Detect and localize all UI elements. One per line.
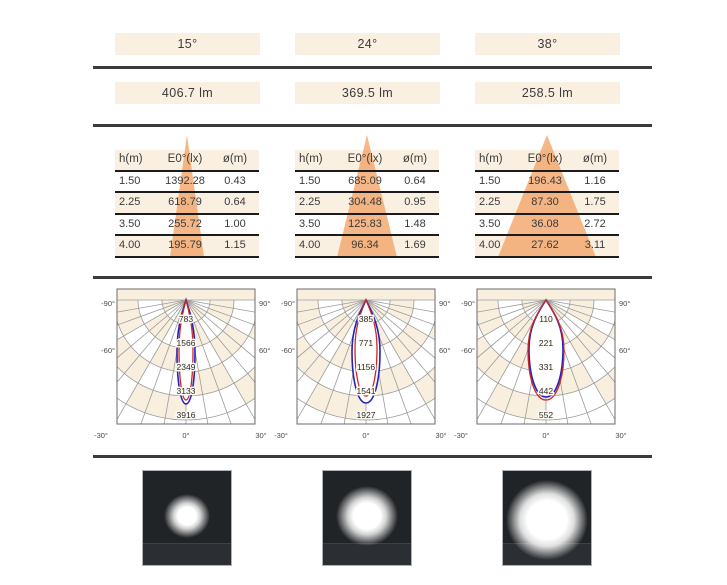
- illuminance-table-24: h(m) E0°(lx) ø(m) 1.50 685.09 0.64 2.25 …: [295, 150, 439, 258]
- ring-value-label: 110: [539, 314, 553, 324]
- table-row: 1.50 685.09 0.64: [295, 172, 439, 193]
- angle-tick-label: 90°: [439, 299, 450, 308]
- angle-tick-label: 90°: [259, 299, 270, 308]
- ring-value-label: 771: [359, 338, 373, 348]
- polar-diagram-24: 385 771 1156 1541 1927 -90° 90° -60° 60° -30° 0° 30…: [272, 283, 460, 441]
- polar-diagram-38: 110 221 331 442 552 -90° 90° -60° 60° -30° 0° 30°: [452, 283, 640, 441]
- angle-tick-label: -60°: [461, 346, 475, 355]
- beam-curve-blue: [528, 298, 564, 398]
- table-row: 4.00 27.62 3.11: [475, 236, 619, 258]
- angle-tick-label: 30°: [435, 431, 446, 440]
- beam-angle-label-24: 24°: [295, 33, 440, 55]
- ring-value-label: 1156: [357, 362, 376, 372]
- ring-value-label: 783: [179, 314, 193, 324]
- table-header-row: h(m) E0°(lx) ø(m): [475, 150, 619, 172]
- table-row: 1.50 1392.28 0.43: [115, 172, 259, 193]
- angle-tick-label: 0°: [362, 431, 369, 440]
- ring-value-label: 331: [539, 362, 553, 372]
- table-row: 3.50 125.83 1.48: [295, 215, 439, 236]
- angle-tick-label: 60°: [439, 346, 450, 355]
- angle-tick-label: -60°: [281, 346, 295, 355]
- beam-spot-photo-24: [322, 470, 412, 566]
- light-spot: [336, 486, 398, 546]
- beam-curve-red: [178, 299, 194, 401]
- lumen-output-label: 406.7 lm: [115, 82, 260, 104]
- angle-tick-label: 90°: [619, 299, 630, 308]
- table-row: 2.25 87.30 1.75: [475, 193, 619, 215]
- beam-angle-label-38: 38°: [475, 33, 620, 55]
- beam-spot-photo-38: [502, 470, 592, 566]
- table-header-row: h(m) E0°(lx) ø(m): [295, 150, 439, 172]
- horizontal-rule: [93, 124, 652, 127]
- polar-diagram-15: 783 1566 2349 3133 3916 -90° 90° -60° 60° -30° 0° 3…: [92, 283, 280, 441]
- angle-tick-label: 60°: [619, 346, 630, 355]
- ring-value-label: 3916: [177, 410, 196, 420]
- angle-tick-label: 30°: [255, 431, 266, 440]
- angle-tick-label: 0°: [542, 431, 549, 440]
- illuminance-table-38: h(m) E0°(lx) ø(m) 1.50 196.43 1.16 2.25 …: [475, 150, 619, 258]
- ring-value-label: 3133: [177, 386, 196, 396]
- photo-floor: [143, 543, 231, 565]
- photo-floor: [323, 543, 411, 565]
- light-spot: [164, 494, 210, 538]
- beam-curve-red: [354, 298, 378, 397]
- table-row: 4.00 195.79 1.15: [115, 236, 259, 258]
- beam-spot-photo-15: [142, 470, 232, 566]
- angle-tick-label: -30°: [274, 431, 288, 440]
- col-header-height: h(m): [479, 153, 503, 165]
- beam-curve-blue: [176, 297, 196, 405]
- table-row: 2.25 618.79 0.64: [115, 193, 259, 215]
- horizontal-rule: [93, 455, 652, 458]
- col-header-height: h(m): [119, 153, 143, 165]
- col-header-illuminance: E0°(lx): [347, 153, 383, 165]
- horizontal-rule: [93, 66, 652, 69]
- beam-curve-blue: [351, 298, 381, 404]
- table-row: 3.50 255.72 1.00: [115, 215, 259, 236]
- angle-tick-label: 60°: [259, 346, 270, 355]
- col-header-diameter: ø(m): [222, 153, 248, 165]
- ring-value-label: 552: [539, 410, 553, 420]
- angle-tick-label: -60°: [101, 346, 115, 355]
- col-header-diameter: ø(m): [582, 153, 608, 165]
- angle-tick-label: -90°: [461, 299, 475, 308]
- angle-tick-label: 0°: [182, 431, 189, 440]
- angle-tick-label: -30°: [94, 431, 108, 440]
- beam-angle-label-15: 15°: [115, 33, 260, 55]
- horizontal-rule: [93, 276, 652, 279]
- illuminance-table-15: h(m) E0°(lx) ø(m) 1.50 1392.28 0.43 2.25…: [115, 150, 259, 258]
- ring-value-label: 442: [539, 386, 553, 396]
- ring-value-label: 1541: [357, 386, 376, 396]
- polar-chart-svg: 110 221 331 442 552 -90° 90° -60° 60° -30° 0° 30°: [454, 288, 630, 440]
- lumen-output-label: 369.5 lm: [295, 82, 440, 104]
- ring-value-label: 221: [539, 338, 553, 348]
- col-header-illuminance: E0°(lx): [167, 153, 203, 165]
- beam-curve-red: [527, 298, 565, 401]
- ring-value-label: 385: [359, 314, 373, 324]
- lumen-output-label: 258.5 lm: [475, 82, 620, 104]
- col-header-diameter: ø(m): [402, 153, 428, 165]
- table-row: 4.00 96.34 1.69: [295, 236, 439, 258]
- angle-tick-label: -90°: [101, 299, 115, 308]
- light-spot: [506, 480, 588, 560]
- table-row: 3.50 36.08 2.72: [475, 215, 619, 236]
- table-row: 1.50 196.43 1.16: [475, 172, 619, 193]
- ring-value-label: 1566: [177, 338, 196, 348]
- polar-chart-svg: 783 1566 2349 3133 3916 -90° 90° -60° 60° -30° 0° 3…: [94, 288, 270, 440]
- col-header-illuminance: E0°(lx): [527, 153, 563, 165]
- col-header-height: h(m): [299, 153, 323, 165]
- angle-tick-label: 30°: [615, 431, 626, 440]
- table-row: 2.25 304.48 0.95: [295, 193, 439, 215]
- angle-tick-label: -30°: [454, 431, 468, 440]
- ring-value-label: 2349: [177, 362, 196, 372]
- polar-chart-svg: 385 771 1156 1541 1927 -90° 90° -60° 60° -30° 0° 30…: [274, 288, 450, 440]
- angle-tick-label: -90°: [281, 299, 295, 308]
- ring-value-label: 1927: [357, 410, 376, 420]
- table-header-row: h(m) E0°(lx) ø(m): [115, 150, 259, 172]
